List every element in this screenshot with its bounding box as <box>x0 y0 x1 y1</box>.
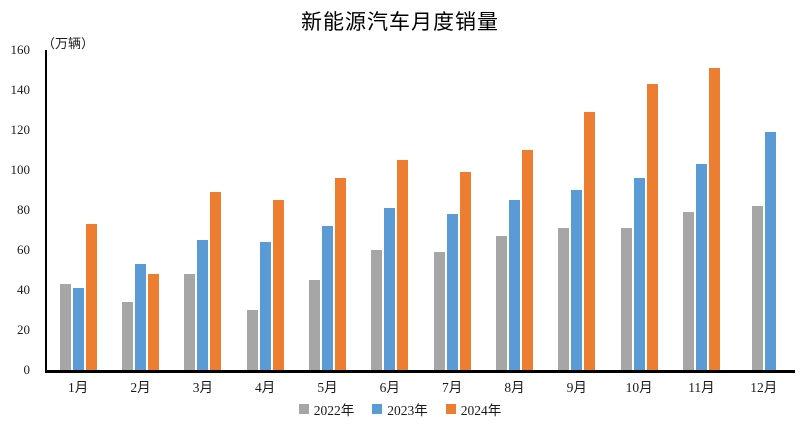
y-axis-tick-label: 160 <box>10 42 31 57</box>
x-axis-label-3月: 3月 <box>192 380 213 395</box>
bar-2023年-8月 <box>508 200 520 370</box>
bar-group-1月 <box>47 50 109 370</box>
legend-label-2022年: 2022年 <box>313 403 355 418</box>
legend-swatch-2023年 <box>372 404 383 414</box>
y-axis-tick-label: 140 <box>10 82 31 97</box>
x-axis-labels: 1月 2月 3月 4月 5月 6月 7月 8月 9月 10月 11月 12月 <box>47 376 795 396</box>
y-axis-tick-label: 60 <box>17 242 30 257</box>
bar-2022年-10月 <box>620 228 632 370</box>
bar-2022年-7月 <box>433 252 445 370</box>
bar-2024年-9月 <box>584 112 596 370</box>
legend-label-2024年: 2024年 <box>460 403 502 418</box>
bar-group-5月 <box>296 50 358 370</box>
y-axis-unit-label: （万辆） <box>42 36 95 51</box>
chart-title: 新能源汽车月度销量 <box>301 10 499 34</box>
x-axis-label-8月: 8月 <box>504 380 525 395</box>
y-axis-tick-label: 20 <box>17 322 30 337</box>
x-axis-label-11月: 11月 <box>688 380 715 395</box>
bar-group-9月 <box>546 50 608 370</box>
bar-2024年-1月 <box>85 224 97 370</box>
bar-2023年-12月 <box>764 132 776 370</box>
bar-2024年-11月 <box>708 68 720 370</box>
bar-2023年-11月 <box>695 164 707 370</box>
legend: 2022年 2023年 2024年 <box>0 399 800 419</box>
bar-2024年-10月 <box>646 84 658 370</box>
legend-swatch-2022年 <box>298 404 309 414</box>
x-axis-label-2月: 2月 <box>130 380 151 395</box>
legend-swatch-2024年 <box>445 404 456 414</box>
bar-2023年-5月 <box>321 226 333 370</box>
bar-group-11月 <box>670 50 732 370</box>
bar-2022年-9月 <box>558 228 570 370</box>
bar-2024年-4月 <box>272 200 284 370</box>
x-axis-line <box>45 370 795 373</box>
bar-group-12月 <box>733 50 795 370</box>
bar-group-6月 <box>359 50 421 370</box>
bar-group-8月 <box>483 50 545 370</box>
bar-2023年-4月 <box>259 242 271 370</box>
legend-item-2022年: 2022年 <box>298 399 355 419</box>
x-axis-label-10月: 10月 <box>625 380 653 395</box>
y-axis-tick-label: 120 <box>10 122 31 137</box>
legend-item-2024年: 2024年 <box>445 399 502 419</box>
x-axis-label-9月: 9月 <box>566 380 587 395</box>
bar-group-3月 <box>172 50 234 370</box>
bar-2023年-1月 <box>72 288 84 370</box>
bar-2022年-8月 <box>495 236 507 370</box>
x-axis-label-12月: 12月 <box>750 380 778 395</box>
bar-2023年-6月 <box>384 208 396 370</box>
bar-2022年-4月 <box>246 310 258 370</box>
bar-2023年-2月 <box>134 264 146 370</box>
bar-group-4月 <box>234 50 296 370</box>
y-axis-tick-label: 0 <box>23 362 31 377</box>
y-axis-tick-label: 80 <box>17 202 30 217</box>
x-axis-label-5月: 5月 <box>317 380 338 395</box>
bar-2022年-3月 <box>184 274 196 370</box>
bar-2022年-12月 <box>751 206 763 370</box>
bar-2024年-6月 <box>397 160 409 370</box>
bar-2024年-8月 <box>521 150 533 370</box>
bar-2023年-3月 <box>197 240 209 370</box>
bar-2023年-9月 <box>571 190 583 370</box>
bar-2022年-11月 <box>682 212 694 370</box>
legend-item-2023年: 2023年 <box>372 399 428 419</box>
legend-label-2023年: 2023年 <box>387 403 428 418</box>
bar-group-7月 <box>421 50 483 370</box>
bar-2022年-2月 <box>121 302 133 370</box>
bar-group-10月 <box>608 50 670 370</box>
bar-2024年-7月 <box>459 172 471 370</box>
x-axis-label-1月: 1月 <box>68 380 89 395</box>
y-axis-tick-label: 40 <box>17 282 30 297</box>
bar-2023年-7月 <box>446 214 458 370</box>
y-axis-tick-label: 100 <box>10 162 31 177</box>
bar-2024年-3月 <box>210 192 222 370</box>
bar-2024年-5月 <box>334 178 346 370</box>
x-axis-label-7月: 7月 <box>442 380 463 395</box>
y-axis-line <box>45 50 47 371</box>
bar-2022年-5月 <box>308 280 320 370</box>
bar-2023年-10月 <box>633 178 645 370</box>
bar-group-2月 <box>109 50 171 370</box>
x-axis-label-6月: 6月 <box>379 380 400 395</box>
bar-2022年-1月 <box>59 284 71 370</box>
x-axis-label-4月: 4月 <box>255 380 276 395</box>
bar-2022年-6月 <box>371 250 383 370</box>
plot-area <box>47 50 795 370</box>
bar-2024年-2月 <box>147 274 159 370</box>
